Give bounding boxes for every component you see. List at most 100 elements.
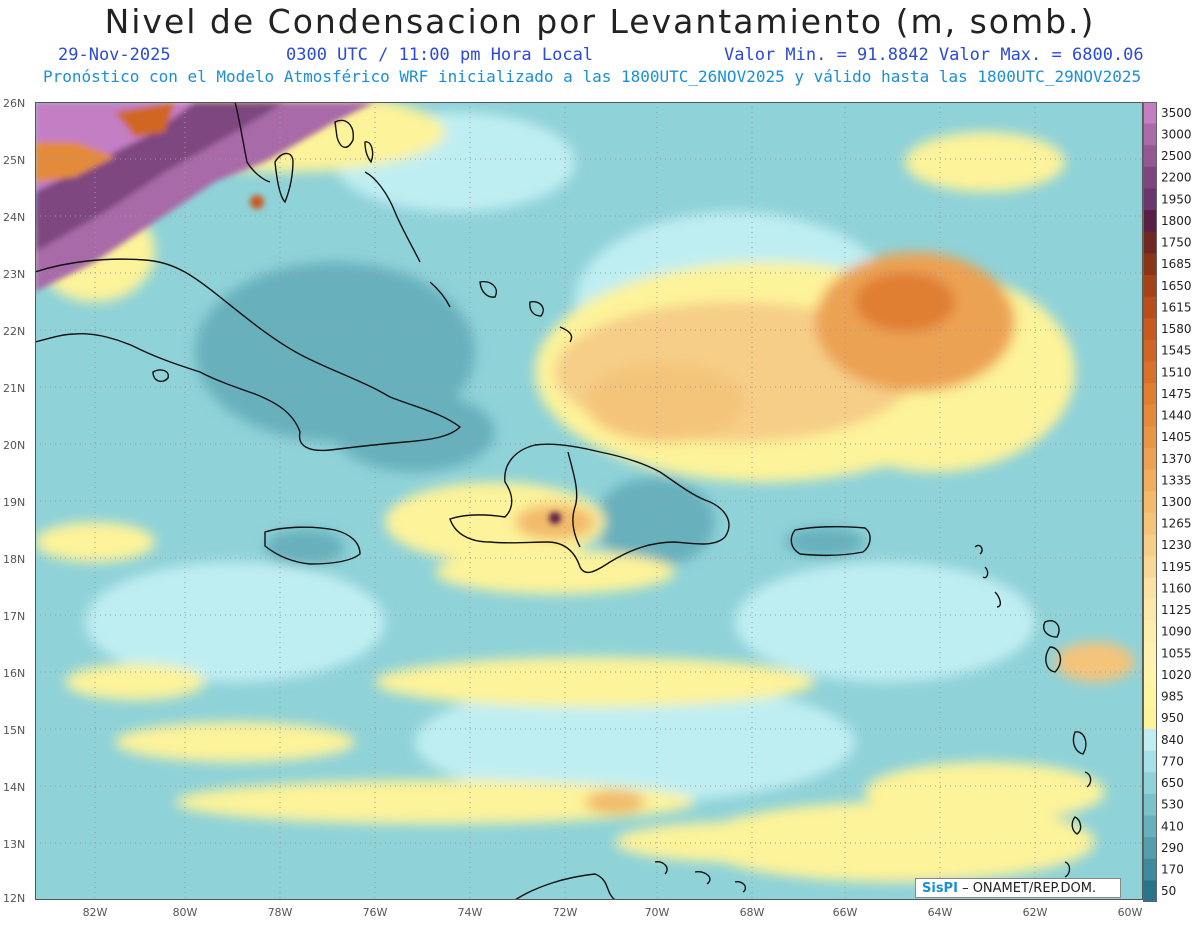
colorbar-label: 170 [1161, 863, 1184, 877]
colorbar-swatch [1143, 815, 1157, 838]
colorbar-swatch [1143, 491, 1157, 514]
jamaica-outline [264, 526, 361, 565]
colorbar: 3500 3000 2500 2200 1950 1800 1750 1685 1650 1615… [1143, 102, 1192, 902]
colorbar-label: 2500 [1161, 149, 1192, 163]
colorbar-swatch [1143, 145, 1157, 168]
latitude-axis: 26N 25N 24N 23N 22N 21N 20N 19N 18N 17N … [3, 97, 25, 905]
colorbar-swatch [1143, 512, 1157, 535]
colorbar-label: 290 [1161, 841, 1184, 855]
agency-text: – ONAMET/REP.DOM. [962, 881, 1097, 896]
colorbar-swatch [1143, 426, 1157, 449]
lat-label: 15N [3, 724, 25, 737]
colorbar-label: 1055 [1161, 646, 1192, 660]
map-frame [35, 102, 1143, 900]
colorbar-swatch [1143, 729, 1157, 752]
lon-label: 60W [1118, 906, 1143, 919]
lat-label: 13N [3, 838, 25, 851]
colorbar-swatch [1143, 404, 1157, 427]
south-america-coast [514, 860, 747, 900]
haiti-border [567, 451, 581, 548]
lon-label: 62W [1023, 906, 1048, 919]
credit-box: SisPI – ONAMET/REP.DOM. [915, 878, 1121, 898]
colorbar-label: 1230 [1161, 538, 1192, 552]
colorbar-label: 985 [1161, 690, 1184, 704]
bahamas-eleuthera [364, 141, 374, 164]
longitude-axis: 82W 80W 78W 76W 74W 72W 70W 68W 66W 64W … [83, 906, 1143, 919]
colorbar-swatch [1143, 296, 1157, 319]
forecast-time: 0300 UTC / 11:00 pm Hora Local [286, 45, 594, 65]
colorbar-swatch [1143, 383, 1157, 406]
colorbar-swatch [1143, 707, 1157, 730]
colorbar-labels: 3500 3000 2500 2200 1950 1800 1750 1685 1650 1615… [1161, 106, 1192, 898]
colorbar-label: 1615 [1161, 300, 1192, 314]
colorbar-swatch [1143, 534, 1157, 557]
colorbar-label: 1265 [1161, 517, 1192, 531]
lon-label: 70W [645, 906, 670, 919]
florida-keys [234, 102, 271, 183]
lat-label: 16N [3, 667, 25, 680]
lcl-map [35, 102, 1143, 900]
colorbar-label: 770 [1161, 754, 1184, 768]
colorbar-swatch [1143, 210, 1157, 233]
lesser-antilles [974, 544, 1092, 878]
field-shading [35, 102, 1135, 882]
bahamas-abaco [334, 119, 354, 148]
hispaniola-outline [449, 443, 730, 574]
colorbar-label: 3000 [1161, 127, 1192, 141]
bahamas-chain [364, 171, 451, 308]
lon-label: 80W [173, 906, 198, 919]
lon-label: 68W [740, 906, 765, 919]
colorbar-swatch [1143, 837, 1157, 860]
colorbar-label: 1020 [1161, 668, 1192, 682]
colorbar-swatch [1143, 361, 1157, 384]
bahamas-andros [274, 152, 294, 204]
isle-of-youth [152, 369, 169, 383]
colorbar-swatch [1143, 274, 1157, 298]
lon-label: 74W [458, 906, 483, 919]
colorbar-swatch [1143, 642, 1157, 665]
colorbar-swatch [1143, 858, 1157, 881]
colorbar-label: 2200 [1161, 171, 1192, 185]
colorbar-swatch [1143, 102, 1157, 125]
forecast-description: Pronóstico con el Modelo Atmosférico WRF… [43, 67, 1142, 86]
lon-label: 76W [363, 906, 388, 919]
lat-label: 12N [3, 892, 25, 905]
colorbar-frame [1143, 102, 1157, 901]
coastlines [35, 102, 1092, 900]
lon-label: 78W [268, 906, 293, 919]
colorbar-label: 1370 [1161, 452, 1192, 466]
value-stats: Valor Min. = 91.8842 Valor Max. = 6800.0… [724, 45, 1144, 65]
colorbar-swatch [1143, 685, 1157, 708]
colorbar-label: 1545 [1161, 344, 1192, 358]
sispi-logo-text: SisPI [922, 881, 958, 896]
colorbar-label: 1950 [1161, 192, 1192, 206]
colorbar-label: 1160 [1161, 581, 1192, 595]
lat-label: 23N [3, 268, 25, 281]
lat-label: 25N [3, 154, 25, 167]
colorbar-label: 1090 [1161, 625, 1192, 639]
lat-label: 26N [3, 97, 25, 110]
colorbar-swatch [1143, 577, 1157, 600]
cuba-outline [35, 258, 462, 452]
colorbar-label: 1300 [1161, 495, 1192, 509]
puerto-rico-outline [790, 525, 871, 557]
lon-label: 66W [833, 906, 858, 919]
colorbar-label: 1475 [1161, 387, 1192, 401]
lon-label: 64W [928, 906, 953, 919]
turks-caicos [479, 280, 573, 343]
lat-label: 17N [3, 610, 25, 623]
colorbar-label: 650 [1161, 776, 1184, 790]
colorbar-label: 1335 [1161, 473, 1192, 487]
colorbar-label: 1195 [1161, 560, 1192, 574]
colorbar-label: 1440 [1161, 409, 1192, 423]
colorbar-swatch [1143, 447, 1157, 471]
colorbar-label: 1650 [1161, 279, 1192, 293]
colorbar-swatch [1143, 750, 1157, 773]
colorbar-swatch [1143, 772, 1157, 795]
colorbar-label: 1750 [1161, 236, 1192, 250]
colorbar-label: 950 [1161, 711, 1184, 725]
lon-label: 72W [553, 906, 578, 919]
colorbar-label: 1800 [1161, 214, 1192, 228]
colorbar-swatch [1143, 880, 1157, 902]
lat-label: 21N [3, 382, 25, 395]
